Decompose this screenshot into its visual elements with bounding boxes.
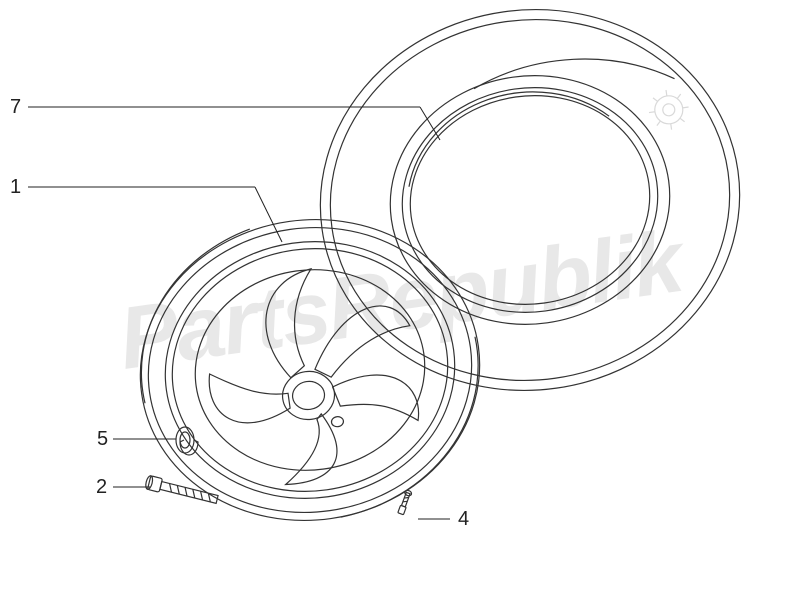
callout-1: 1 bbox=[10, 176, 21, 199]
callout-7: 7 bbox=[10, 96, 21, 119]
parts-drawing bbox=[0, 0, 800, 600]
diagram-canvas: PartsRepublik bbox=[0, 0, 800, 600]
callout-2: 2 bbox=[96, 476, 107, 499]
callout-5: 5 bbox=[97, 428, 108, 451]
callout-4: 4 bbox=[458, 508, 469, 531]
